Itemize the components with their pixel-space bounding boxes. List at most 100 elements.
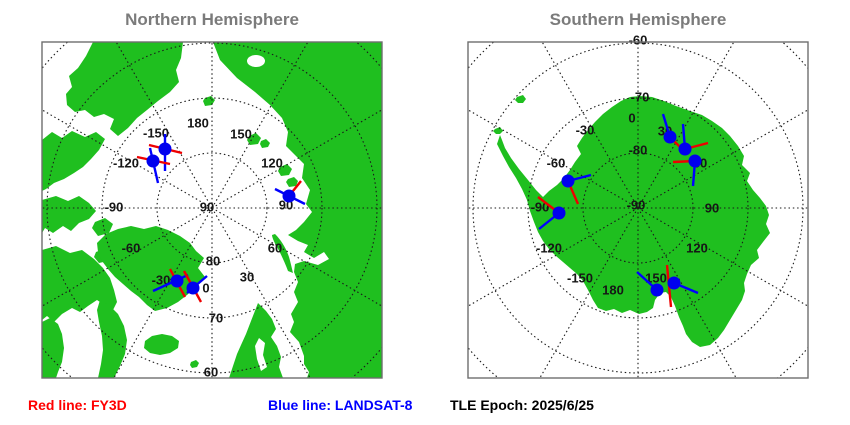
meridian-line (468, 207, 639, 307)
latitude-circle (472, 42, 804, 374)
south-map-title: Southern Hemisphere (549, 10, 727, 29)
longitude-label: 120 (261, 156, 283, 171)
latitude-circle (46, 42, 378, 374)
satellite-position-dot (663, 130, 677, 144)
satellite-marker (672, 154, 702, 187)
latitude-label: 80 (206, 254, 220, 269)
landmass-path (66, 42, 183, 136)
latitude-label: -60 (629, 33, 648, 48)
satellite-position-dot (678, 142, 692, 156)
satellite-marker (537, 196, 566, 230)
satellite-position-dot (688, 154, 702, 168)
landmass-path (260, 139, 270, 148)
satellite-position-dot (650, 283, 664, 297)
landmass-path (515, 95, 526, 103)
satellite-position-dot (170, 274, 184, 288)
satellite-marker (665, 264, 699, 308)
north-map-title: Northern Hemisphere (125, 10, 299, 29)
longitude-label: -60 (547, 156, 566, 171)
landmass-path (278, 164, 292, 176)
legend-blue-line-label: Blue line: LANDSAT-8 (268, 397, 413, 413)
landmass-path (144, 334, 179, 355)
longitude-label: 0 (628, 111, 635, 126)
satellite-marker (274, 180, 306, 206)
sea-inlet-path (255, 338, 267, 371)
longitude-label: -150 (143, 126, 169, 141)
north-map-area (42, 42, 382, 378)
longitude-label: -30 (576, 123, 595, 138)
meridian-line (637, 109, 808, 209)
landmass-path (42, 196, 96, 233)
meridian-line (211, 207, 382, 307)
longitude-label: 180 (602, 283, 624, 298)
latitude-circle (156, 152, 268, 264)
north-satellite-markers (136, 134, 306, 303)
sea-inlet-path (247, 55, 265, 67)
latitude-label: -70 (631, 90, 650, 105)
satellite-marker (152, 268, 189, 298)
meridian-line (211, 109, 382, 209)
longitude-label: -120 (536, 241, 562, 256)
meridian-line (637, 207, 808, 307)
landmass-path (493, 127, 503, 134)
longitude-label: 90 (705, 201, 719, 216)
satellite-position-dot (146, 154, 160, 168)
landmass-path (247, 133, 261, 145)
meridian-line (637, 42, 735, 209)
longitude-label: 120 (686, 241, 708, 256)
landmass-path (497, 96, 770, 347)
meridian-line (211, 207, 311, 378)
latitude-label: 90 (200, 200, 214, 215)
landmass-path (286, 177, 298, 187)
latitude-circle (582, 152, 694, 264)
landmass-path (190, 360, 199, 368)
legend-tle-epoch-label: TLE Epoch: 2025/6/25 (450, 397, 594, 413)
meridian-line (211, 42, 309, 209)
satellite-marker (561, 173, 592, 205)
meridian-line (637, 207, 737, 378)
satellite-position-dot (186, 281, 200, 295)
latitude-label: -90 (627, 198, 646, 213)
satellite-marker (148, 134, 183, 171)
meridian-line (42, 109, 213, 209)
meridian-line (115, 42, 213, 209)
satellite-position-dot (158, 142, 172, 156)
meridian-line (539, 207, 639, 378)
longitude-label: 60 (268, 241, 282, 256)
south-map-area (468, 42, 808, 378)
satellite-position-dot (561, 174, 575, 188)
satellite-marker (182, 270, 208, 303)
north-map-frame (41, 41, 383, 379)
satellite-marker (636, 271, 664, 297)
longitude-label: -150 (567, 271, 593, 286)
meridian-line (42, 207, 213, 307)
longitude-label: -120 (113, 156, 139, 171)
north-graticule-labels: 1801501209060300-30-60-90-120-1509080706… (105, 116, 294, 380)
satellite-position-dot (667, 276, 681, 290)
latitude-label: 70 (209, 311, 223, 326)
longitude-label: 150 (230, 127, 252, 142)
landmass-path (42, 131, 105, 191)
landmass-path (229, 303, 283, 378)
landmass-path (213, 42, 382, 378)
landmass-path (42, 318, 64, 378)
longitude-label: 30 (240, 270, 254, 285)
longitude-label: -90 (105, 200, 124, 215)
landmass-path (42, 246, 117, 322)
legend-bar: Red line: FY3D Blue line: LANDSAT-8 TLE … (0, 397, 850, 417)
landmass-path (272, 234, 293, 273)
satellite-position-dot (282, 189, 296, 203)
satellite-marker (136, 147, 171, 184)
longitude-label: 150 (645, 271, 667, 286)
longitude-label: -90 (531, 200, 550, 215)
landmass-path (97, 226, 205, 311)
south-map-frame (467, 41, 809, 379)
longitude-label: 180 (187, 116, 209, 131)
latitude-label: -80 (629, 143, 648, 158)
latitude-circle (527, 97, 749, 319)
longitude-label: 0 (202, 281, 209, 296)
meridian-line (113, 207, 213, 378)
latitude-label: 60 (204, 365, 218, 380)
